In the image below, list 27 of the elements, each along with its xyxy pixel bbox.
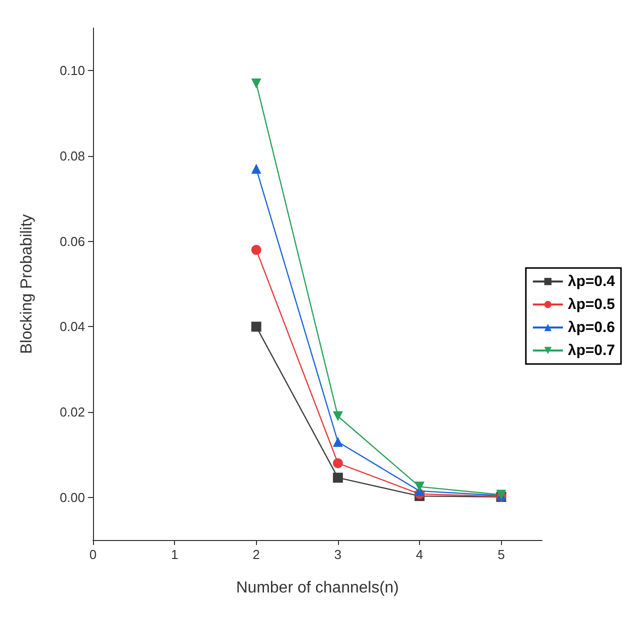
legend-label: λp=0.6 <box>568 319 616 336</box>
point <box>251 322 262 332</box>
y-tick-label: 0.00 <box>60 490 85 505</box>
point <box>332 436 343 447</box>
legend-label: λp=0.5 <box>568 296 616 313</box>
y-axis-title: Blocking Probability <box>18 214 36 354</box>
x-tick-label: 3 <box>334 547 342 562</box>
y-tick-label: 0.08 <box>60 148 85 164</box>
point <box>251 164 262 174</box>
point <box>332 411 343 422</box>
y-tick-label: 0.02 <box>60 404 85 420</box>
point <box>332 458 343 468</box>
x-tick-label: 5 <box>498 547 505 562</box>
y-tick-label: 0.04 <box>60 319 85 334</box>
legend-label: λp=0.4 <box>568 273 616 290</box>
x-tick-label: 4 <box>416 547 424 562</box>
point <box>251 244 262 255</box>
y-tick-label: 0.10 <box>60 63 85 78</box>
y-tick-label: 0.06 <box>60 234 85 249</box>
point <box>251 78 262 88</box>
point <box>414 482 425 492</box>
point <box>332 472 343 483</box>
x-tick-label: 1 <box>171 547 178 562</box>
legend-label: λp=0.7 <box>568 342 616 359</box>
x-tick-label: 0 <box>89 547 97 562</box>
x-axis-title: Number of channels(n) <box>236 580 399 596</box>
x-tick-label: 2 <box>252 547 260 562</box>
